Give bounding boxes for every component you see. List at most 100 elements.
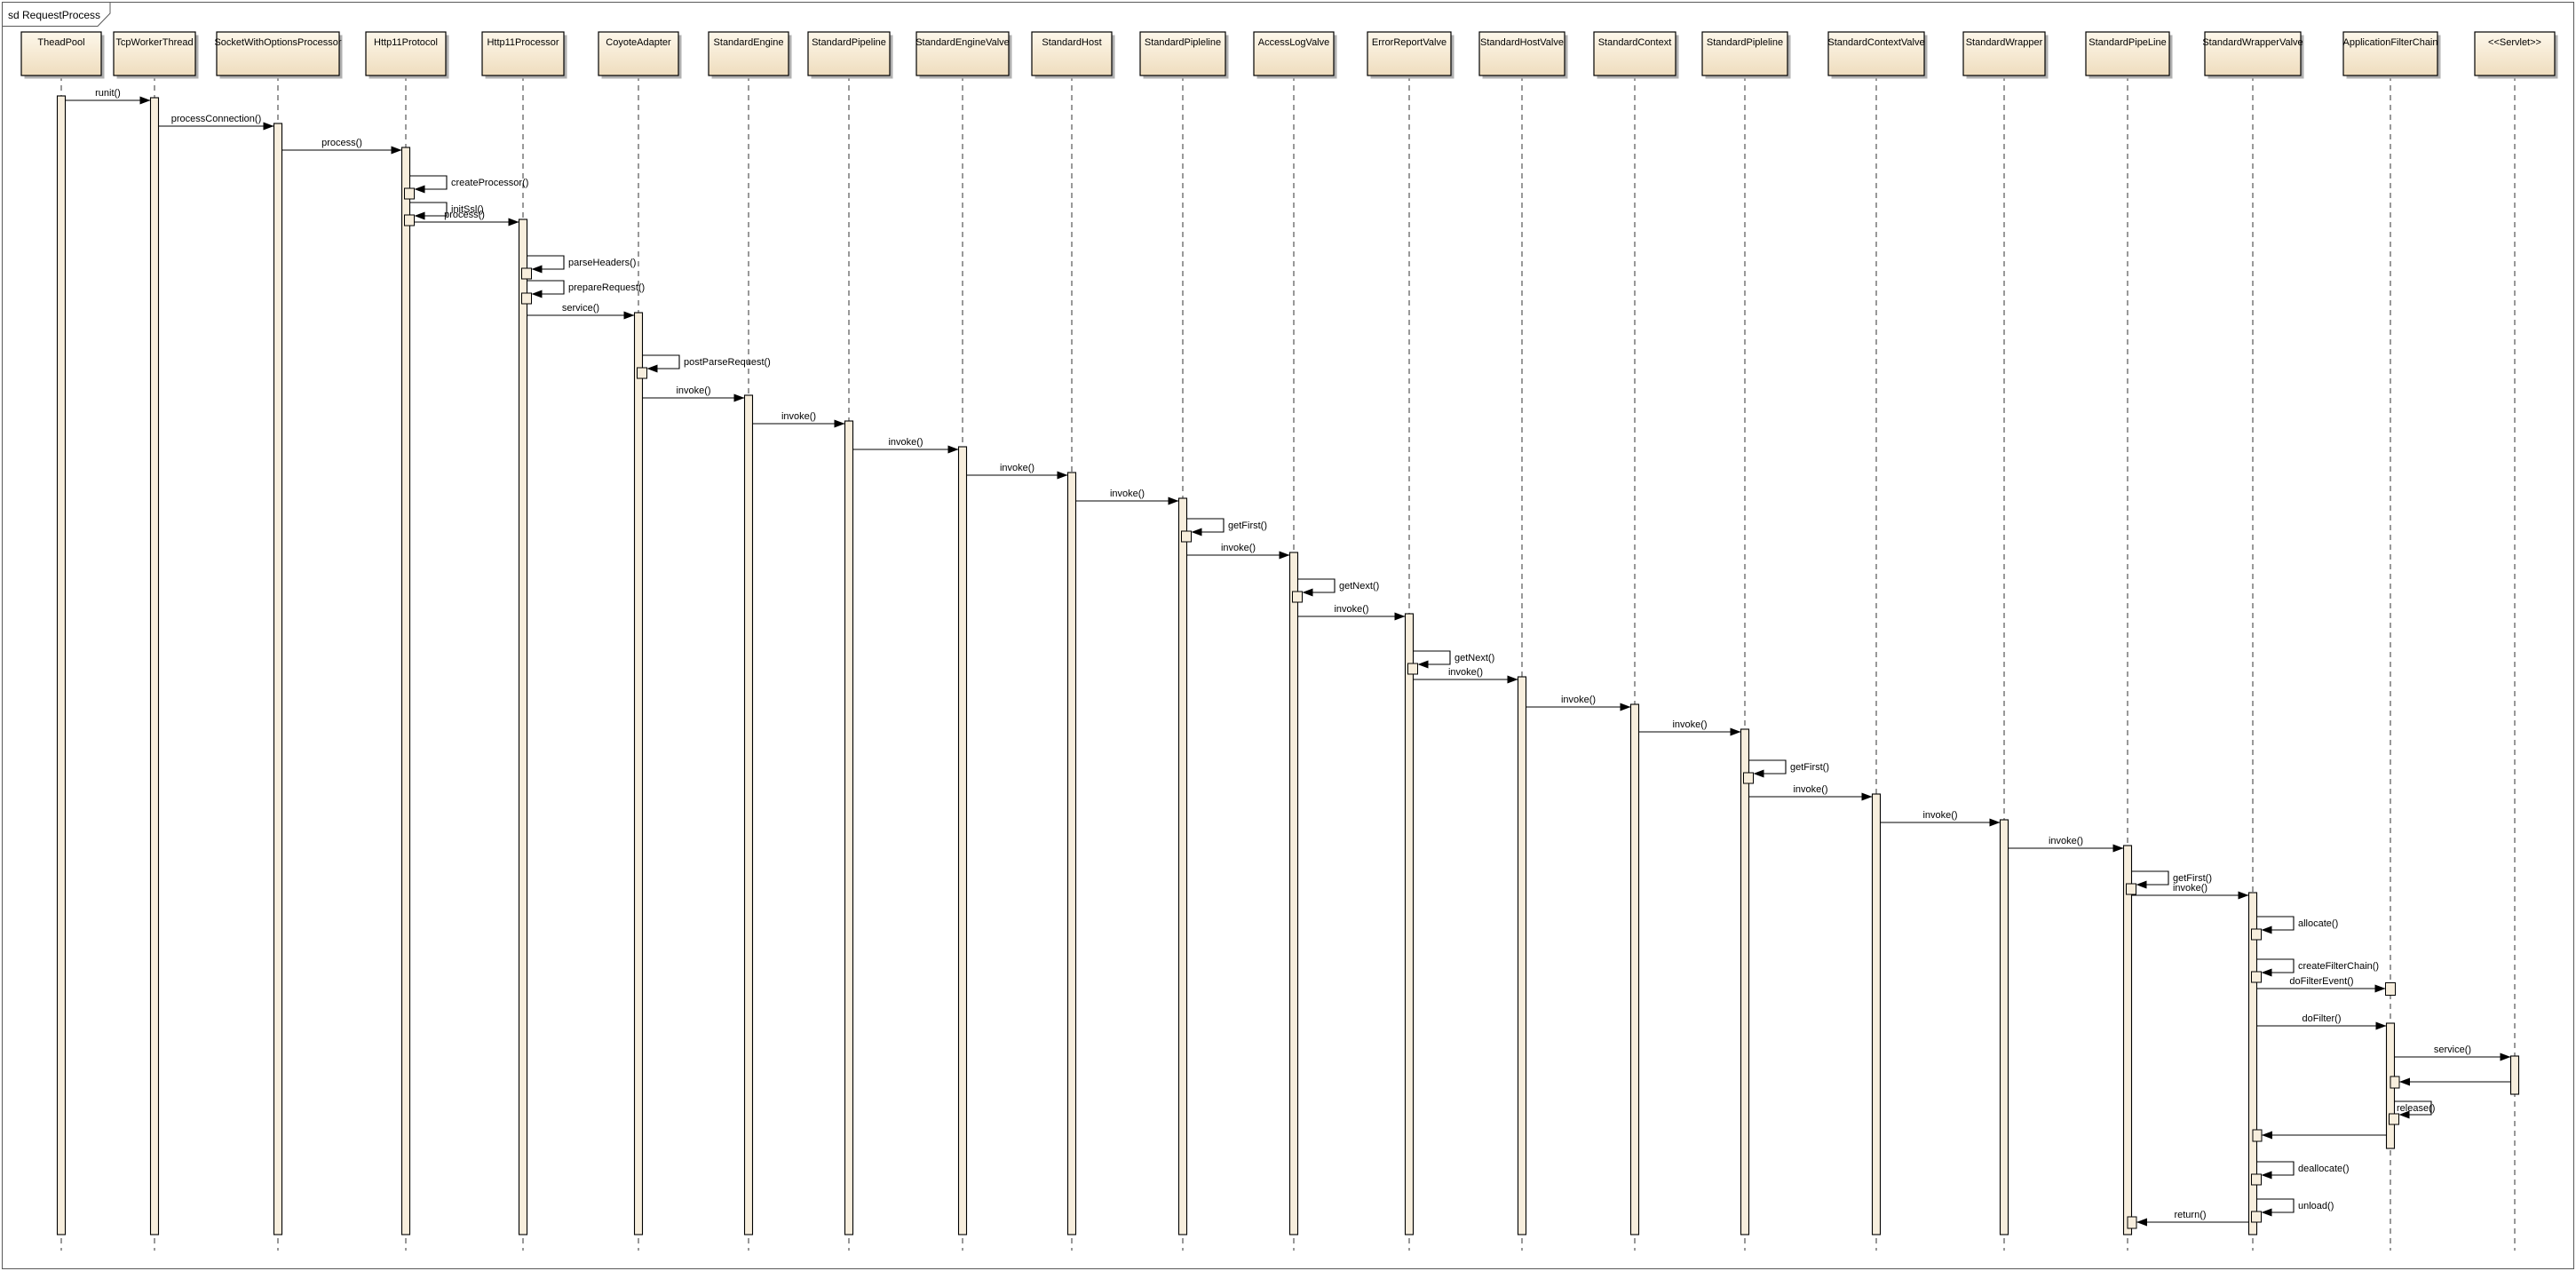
lifeline-label: CoyoteAdapter: [606, 37, 671, 48]
activation-bar: [149, 97, 160, 1235]
activation-bar: [1999, 819, 2009, 1235]
message-arrowhead: [1057, 471, 1068, 480]
call-message: processConnection(): [158, 114, 274, 131]
message-arrowhead: [947, 445, 959, 454]
self-return-box: [2251, 971, 2262, 983]
lifeline-head-box: [1478, 31, 1565, 76]
call-message: service(): [527, 303, 635, 320]
message-label: invoke(): [1561, 695, 1596, 705]
message-label: invoke(): [1000, 463, 1034, 473]
lifeline-label: TcpWorkerThread: [115, 37, 193, 48]
call-target-box: [2385, 982, 2396, 996]
message-label: deallocate(): [2298, 1164, 2349, 1174]
lifeline-label: Http11Protocol: [374, 37, 438, 48]
self-return-box: [2251, 928, 2262, 941]
activation-bar: [2509, 1055, 2520, 1095]
message-label: createProcessor(): [451, 178, 528, 188]
message-label: prepareRequest(): [568, 282, 645, 293]
lifeline-head-box: [20, 31, 102, 76]
message-label: process(): [444, 210, 485, 220]
message-label: doFilter(): [2302, 1013, 2341, 1024]
message-arrowhead: [1507, 675, 1518, 684]
message-arrowhead: [2375, 1021, 2387, 1030]
return-message: [2252, 1129, 2387, 1142]
activation-bar: [2247, 892, 2258, 1235]
message-arrowhead: [1168, 496, 1179, 505]
activation-bar: [1871, 793, 1882, 1235]
message-arrowhead: [263, 122, 274, 131]
activation-bar: [633, 312, 644, 1235]
activation-bar: [743, 394, 754, 1235]
call-message: invoke(): [752, 411, 845, 428]
lifeline: StandardPipeLine: [2085, 31, 2173, 1251]
message-arrowhead: [1417, 660, 1429, 669]
message-label: return(): [2174, 1210, 2206, 1220]
self-message-line: [527, 255, 565, 270]
lifeline-label: ErrorReportValve: [1372, 37, 1447, 48]
lifeline-head-box: [1593, 31, 1676, 76]
message-label: invoke(): [1334, 604, 1368, 615]
self-return-box: [1407, 663, 1418, 675]
call-message: doFilter(): [2256, 1013, 2387, 1030]
self-message-line: [2394, 1100, 2432, 1116]
lifeline-head-box: [915, 31, 1010, 76]
self-message: getNext(): [1407, 650, 1494, 675]
activation-bar: [273, 123, 283, 1235]
call-message: invoke(): [1075, 489, 1179, 505]
self-message-line: [642, 354, 680, 369]
message-label: invoke(): [1448, 667, 1483, 678]
message-label: unload(): [2298, 1201, 2334, 1211]
call-message: runit(): [65, 88, 151, 105]
message-label: getFirst(): [2173, 873, 2212, 884]
self-message: postParseRequest(): [637, 354, 771, 379]
message-arrowhead: [1861, 792, 1873, 801]
message-label: invoke(): [1793, 784, 1827, 795]
lifeline-label: StandardPipeLine: [2089, 37, 2166, 48]
self-message-line: [527, 280, 565, 295]
self-return-box: [2126, 883, 2136, 895]
self-message: initSsl(): [404, 202, 484, 226]
activation-bar: [1629, 703, 1640, 1235]
message-label: release(): [2397, 1103, 2435, 1114]
lifeline-label: Http11Processor: [487, 37, 559, 48]
message-label: invoke(): [676, 385, 710, 396]
lifeline-head-box: [1962, 31, 2046, 76]
message-arrowhead: [1620, 703, 1631, 711]
message-arrowhead: [2238, 891, 2249, 900]
message-arrowhead: [2262, 1131, 2272, 1140]
message-arrowhead: [414, 211, 425, 220]
message-label: service(): [2434, 1045, 2471, 1055]
call-message: invoke(): [1297, 604, 1406, 621]
call-message: process(): [409, 210, 519, 226]
lifeline: StandardWrapper: [1962, 31, 2049, 1251]
message-arrowhead: [2136, 880, 2147, 889]
message-arrowhead: [646, 364, 658, 373]
message-label: getFirst(): [1228, 520, 1267, 531]
lifeline: <<Servlet>>: [2474, 31, 2558, 1251]
lifeline-label: StandardWrapperValve: [2202, 37, 2303, 48]
lifeline-head-box: [598, 31, 679, 76]
lifeline-head-box: [1139, 31, 1226, 76]
message-arrowhead: [508, 218, 519, 226]
message-label: service(): [562, 303, 599, 314]
self-return-box: [2251, 1211, 2262, 1223]
lifeline-head-box: [1253, 31, 1335, 76]
message-label: getNext(): [1339, 581, 1379, 592]
self-message: getFirst(): [1743, 759, 1829, 784]
message-label: invoke(): [1110, 489, 1145, 499]
self-message: prepareRequest(): [521, 280, 645, 305]
return-message: [2390, 1076, 2511, 1089]
message-arrowhead: [1753, 769, 1764, 778]
lifeline-label: StandardContextValve: [1827, 37, 1924, 48]
message-arrowhead: [531, 265, 543, 274]
message-arrowhead: [1394, 612, 1406, 621]
return-target-box: [2390, 1076, 2400, 1089]
lifeline-label: SocketWithOptionsProcessor: [214, 37, 341, 48]
message-arrowhead: [414, 185, 425, 194]
self-return-box: [637, 367, 647, 379]
self-return-box: [521, 292, 532, 305]
lifeline-label: StandardContext: [1598, 37, 1672, 48]
self-message-line: [2256, 916, 2295, 931]
